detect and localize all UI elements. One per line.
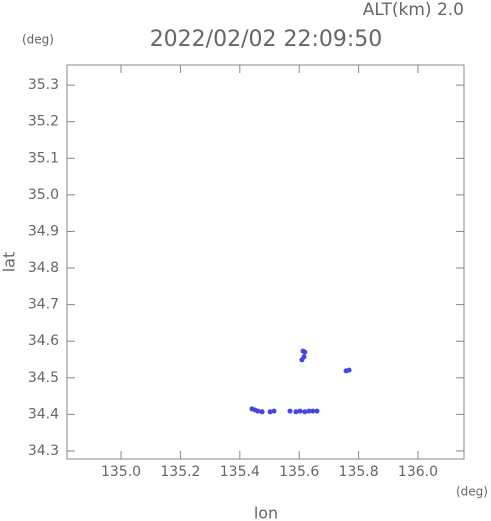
- point: [297, 408, 303, 414]
- point: [314, 408, 320, 414]
- point: [346, 367, 352, 373]
- altitude-label: ALT(km) 2.0: [363, 0, 464, 20]
- x-unit: (deg): [456, 485, 488, 499]
- point: [301, 354, 307, 360]
- x-tick-label: 135.8: [339, 464, 379, 480]
- y-tick-label: 35.0: [28, 187, 59, 203]
- point: [310, 408, 316, 414]
- y-tick-label: 35.2: [28, 114, 59, 130]
- y-tick-label: 34.4: [28, 406, 59, 422]
- y-tick-label: 34.8: [28, 260, 59, 276]
- point: [302, 409, 308, 415]
- point: [302, 349, 308, 355]
- x-axis-label: lon: [254, 504, 278, 521]
- y-tick-label: 34.7: [28, 297, 59, 313]
- point: [267, 409, 273, 415]
- y-unit: (deg): [22, 33, 54, 47]
- x-tick-label: 135.6: [279, 464, 319, 480]
- y-tick-label: 34.9: [28, 223, 59, 239]
- x-tick-label: 135.2: [160, 464, 200, 480]
- chart-title: 2022/02/02 22:09:50: [150, 27, 383, 52]
- x-tick-label: 136.0: [398, 464, 438, 480]
- plot-frame: [66, 64, 465, 460]
- point: [255, 408, 261, 414]
- y-tick-label: 34.3: [28, 443, 59, 459]
- y-tick-label: 35.1: [28, 150, 59, 166]
- point: [259, 409, 265, 415]
- point: [287, 408, 293, 414]
- y-tick-label: 34.6: [28, 333, 59, 349]
- point: [293, 409, 299, 415]
- x-tick-label: 135.4: [220, 464, 260, 480]
- y-tick-label: 34.5: [28, 370, 59, 386]
- point: [306, 408, 312, 414]
- y-axis-label: lat: [0, 252, 19, 273]
- point: [271, 408, 277, 414]
- x-tick-label: 135.0: [101, 464, 141, 480]
- y-tick-label: 35.3: [28, 77, 59, 93]
